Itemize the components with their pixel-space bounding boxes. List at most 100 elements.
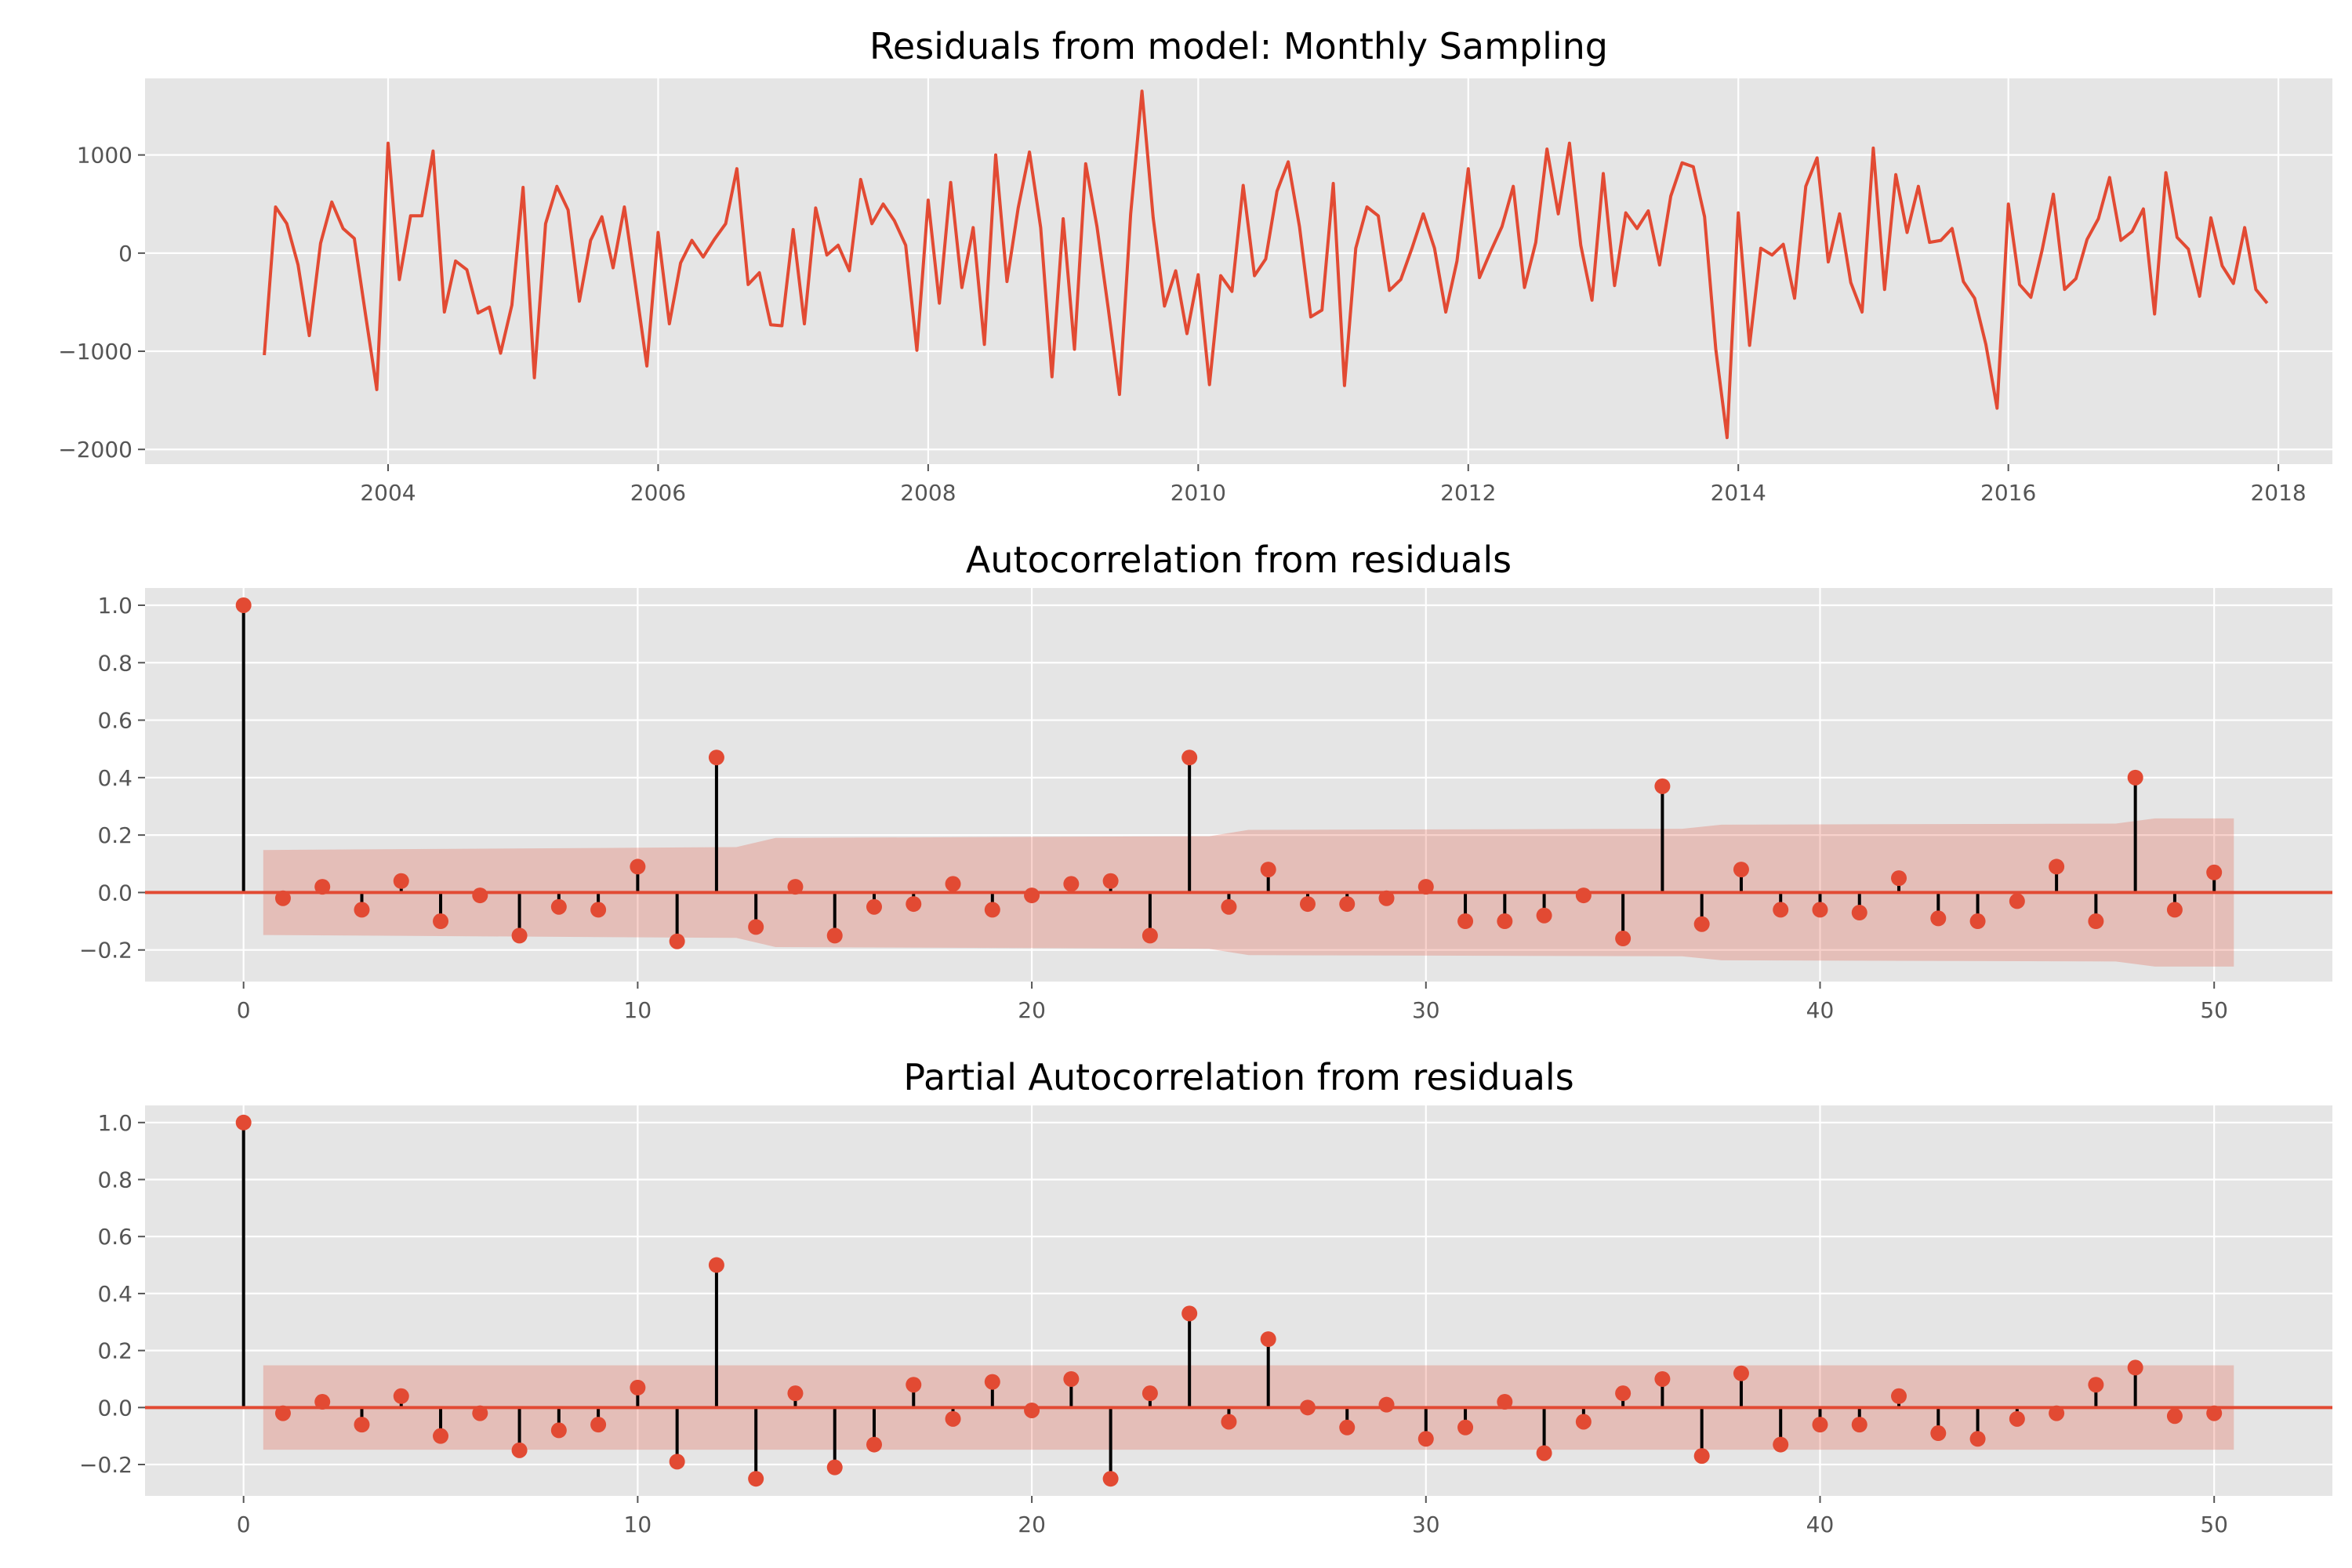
- pacf-point: [2127, 1359, 2143, 1376]
- y-tick-label: 0.2: [97, 1338, 132, 1364]
- x-tick-label: 10: [624, 1512, 652, 1537]
- acf-point: [511, 927, 528, 944]
- acf-series: [145, 597, 2332, 967]
- pacf-point: [235, 1114, 252, 1131]
- acf-point: [1024, 887, 1040, 904]
- residuals-chart: 2004 2006 2008 2010 2012 2014 2016 2018 −2000 −10…: [58, 25, 2332, 506]
- acf-point: [787, 879, 804, 895]
- x-tick-label: 30: [1412, 1512, 1440, 1537]
- x-tick-label: 20: [1018, 997, 1046, 1023]
- x-tick-label: 2014: [1711, 480, 1766, 506]
- x-tick-label: 30: [1412, 997, 1440, 1023]
- acf-point: [1378, 890, 1395, 906]
- acf-point: [1102, 873, 1119, 889]
- y-tick-label: 0.2: [97, 822, 132, 848]
- pacf-point: [1260, 1331, 1276, 1348]
- acf-point: [708, 750, 724, 766]
- acf-point: [1654, 778, 1671, 794]
- pacf-point: [1773, 1436, 1789, 1453]
- y-tick-label: 0: [118, 241, 132, 267]
- pacf-point: [669, 1454, 685, 1470]
- acf-grid: [145, 588, 2332, 982]
- acf-point: [1181, 750, 1198, 766]
- acf-point: [1142, 927, 1158, 944]
- acf-point: [1615, 931, 1632, 947]
- acf-point: [1773, 902, 1789, 918]
- residuals-plot-area: [145, 78, 2332, 464]
- pacf-plot-area: [145, 1105, 2332, 1496]
- pacf-point: [1536, 1445, 1552, 1461]
- pacf-chart: 0 10 20 30 40 50 −0.2 0.0 0.2 0.4 0.6 0.8 1.0 Partia…: [79, 1056, 2332, 1537]
- acf-point: [1417, 879, 1434, 895]
- pacf-point: [1417, 1431, 1434, 1447]
- acf-point: [826, 927, 843, 944]
- pacf-point: [2206, 1405, 2223, 1421]
- pacf-point: [1339, 1419, 1356, 1436]
- y-tick-label: 0.4: [97, 1281, 132, 1307]
- y-tick-label: 0.0: [97, 1395, 132, 1421]
- pacf-point: [354, 1417, 370, 1433]
- pacf-point: [1654, 1370, 1671, 1387]
- pacf-point: [590, 1417, 607, 1433]
- y-tick-label: 0.6: [97, 1224, 132, 1250]
- acf-point: [590, 902, 607, 918]
- acf-point: [550, 898, 567, 915]
- x-tick-label: 0: [237, 997, 251, 1023]
- pacf-point: [2049, 1405, 2065, 1421]
- y-tick-label: 0.8: [97, 650, 132, 676]
- pacf-axes: 0 10 20 30 40 50 −0.2 0.0 0.2 0.4 0.6 0.8 1.0: [79, 1110, 2228, 1537]
- acf-point: [1497, 913, 1513, 930]
- acf-point: [1851, 905, 1867, 921]
- acf-point: [314, 879, 331, 895]
- x-tick-label: 2008: [900, 480, 956, 506]
- pacf-point: [1733, 1365, 1749, 1381]
- pacf-point: [1221, 1414, 1237, 1430]
- acf-point: [866, 898, 882, 915]
- acf-point: [274, 890, 291, 906]
- pacf-point: [433, 1428, 449, 1444]
- acf-point: [1299, 896, 1316, 913]
- residuals-line: [263, 89, 2269, 440]
- pacf-point: [1575, 1414, 1592, 1430]
- pacf-point: [826, 1459, 843, 1475]
- pacf-point: [1063, 1370, 1080, 1387]
- acf-point: [2009, 893, 2025, 909]
- pacf-point: [1969, 1431, 1986, 1447]
- pacf-point: [748, 1471, 764, 1487]
- acf-point: [984, 902, 1000, 918]
- pacf-point: [511, 1442, 528, 1458]
- acf-point: [1891, 870, 1907, 887]
- pacf-point: [393, 1388, 409, 1404]
- acf-point: [2088, 913, 2104, 930]
- pacf-point: [1497, 1394, 1513, 1410]
- acf-point: [1536, 907, 1552, 924]
- acf-point: [2166, 902, 2183, 918]
- pacf-point: [984, 1374, 1000, 1390]
- pacf-point: [1024, 1402, 1040, 1418]
- residuals-grid: [145, 78, 2332, 464]
- pacf-point: [2166, 1408, 2183, 1425]
- pacf-point: [630, 1379, 646, 1396]
- acf-point: [235, 597, 252, 613]
- acf-point: [630, 858, 646, 875]
- y-tick-label: 1000: [77, 143, 132, 169]
- pacf-point: [314, 1394, 331, 1410]
- residuals-axes: 2004 2006 2008 2010 2012 2014 2016 2018 −2000 −10…: [58, 143, 2306, 506]
- pacf-point: [945, 1410, 961, 1427]
- pacf-point: [1457, 1419, 1474, 1436]
- x-tick-label: 2004: [360, 480, 416, 506]
- x-tick-label: 2016: [1980, 480, 2036, 506]
- residuals-title: Residuals from model: Monthly Sampling: [869, 25, 1608, 67]
- acf-point: [1260, 862, 1276, 878]
- pacf-point: [708, 1257, 724, 1273]
- pacf-point: [1378, 1396, 1395, 1413]
- x-tick-label: 2012: [1440, 480, 1496, 506]
- acf-axes: 0 10 20 30 40 50 −0.2 0.0 0.2 0.4 0.6 0.8 1.0: [79, 593, 2228, 1023]
- acf-point: [1693, 916, 1710, 932]
- residuals-series: [263, 89, 2269, 440]
- pacf-point: [1891, 1388, 1907, 1404]
- acf-point: [1930, 910, 1947, 927]
- pacf-point: [906, 1377, 922, 1393]
- pacf-point: [1930, 1425, 1947, 1442]
- pacf-point: [866, 1436, 882, 1453]
